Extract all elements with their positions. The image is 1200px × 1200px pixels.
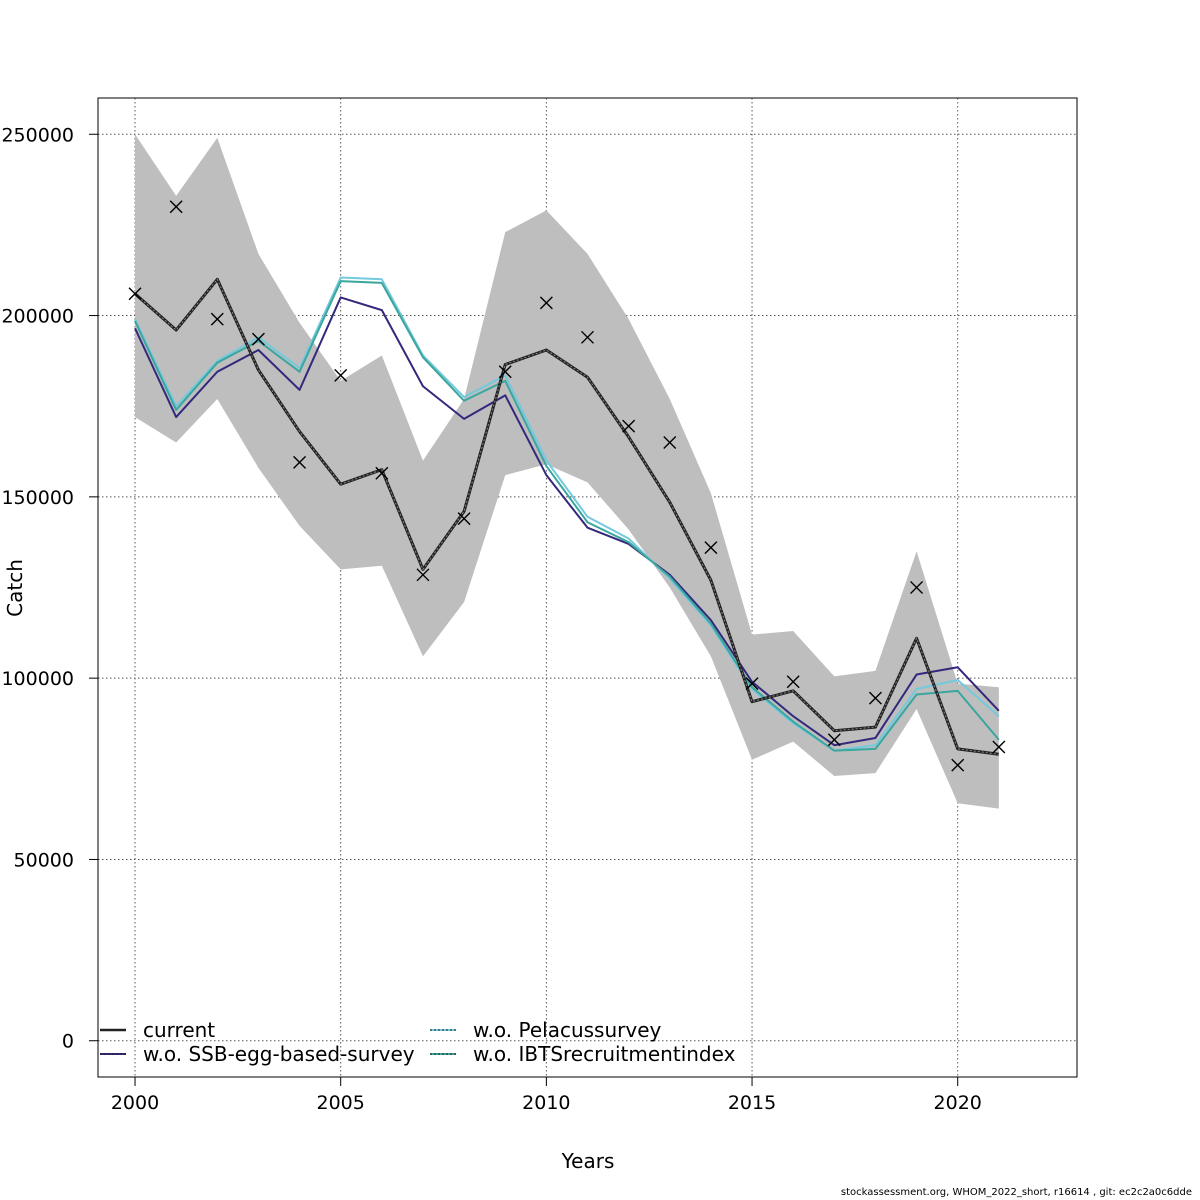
y-axis: 0 50000 100000 150000 200000 250000 xyxy=(1,124,98,1053)
legend-item: w.o. IBTSrecruitmentindex xyxy=(430,1042,736,1066)
legend-label: w.o. SSB-egg-based-survey xyxy=(143,1042,415,1066)
legend-label: current xyxy=(143,1018,215,1042)
x-tick-label: 2005 xyxy=(317,1092,365,1114)
legend-item: w.o. SSB-egg-based-survey xyxy=(100,1042,415,1066)
observed-point xyxy=(622,419,636,433)
observed-point xyxy=(745,677,759,691)
x-tick-label: 2000 xyxy=(111,1092,159,1114)
observed-point xyxy=(457,512,471,526)
series-line-3 xyxy=(134,280,1000,752)
x-tick-label: 2020 xyxy=(934,1092,982,1114)
x-tick-label: 2015 xyxy=(728,1092,776,1114)
observed-point xyxy=(827,733,841,747)
confidence-band-area xyxy=(135,134,999,809)
y-tick-label: 250000 xyxy=(1,124,74,146)
legend-label: w.o. Pelacussurvey xyxy=(473,1018,661,1042)
observed-point xyxy=(293,455,307,469)
observed-point xyxy=(128,287,142,301)
observed-point xyxy=(951,758,965,772)
y-tick-label: 100000 xyxy=(1,668,74,690)
observed-point xyxy=(704,541,718,555)
observed-point xyxy=(910,581,924,594)
y-tick-label: 200000 xyxy=(1,306,74,328)
legend-label: w.o. IBTSrecruitmentindex xyxy=(473,1042,736,1066)
confidence-band xyxy=(135,134,999,809)
y-tick-label: 50000 xyxy=(14,849,74,871)
x-tick-label: 2010 xyxy=(522,1092,570,1114)
y-tick-label: 150000 xyxy=(1,487,74,509)
observed-point xyxy=(169,200,183,214)
observed-point xyxy=(663,435,677,449)
series-lines xyxy=(134,276,1000,756)
observed-point xyxy=(334,368,348,382)
plot-frame xyxy=(97,97,1078,1078)
legend-item: current xyxy=(100,1018,215,1042)
x-axis: 2000 2005 2010 2015 2020 xyxy=(111,1077,982,1114)
y-tick-label: 0 xyxy=(62,1031,74,1053)
observed-point xyxy=(786,675,800,689)
observed-point xyxy=(416,568,430,582)
observed-point xyxy=(868,691,882,705)
x-axis-label: Years xyxy=(561,1149,615,1173)
footer-credit: stockassessment.org, WHOM_2022_short, r1… xyxy=(840,1187,1192,1198)
observed-point xyxy=(992,740,1006,754)
observed-point xyxy=(251,332,265,346)
observed-point xyxy=(539,296,553,310)
observed-point xyxy=(210,312,224,326)
y-axis-label: Catch xyxy=(3,559,27,617)
series-line-1 xyxy=(134,296,1000,747)
series-line-2 xyxy=(134,276,1000,752)
observed-points xyxy=(128,200,1006,772)
legend-item: w.o. Pelacussurvey xyxy=(430,1018,661,1042)
series-line-current-dash xyxy=(134,278,999,755)
observed-point xyxy=(581,330,594,344)
observed-point xyxy=(498,365,512,379)
observed-point xyxy=(375,466,389,480)
